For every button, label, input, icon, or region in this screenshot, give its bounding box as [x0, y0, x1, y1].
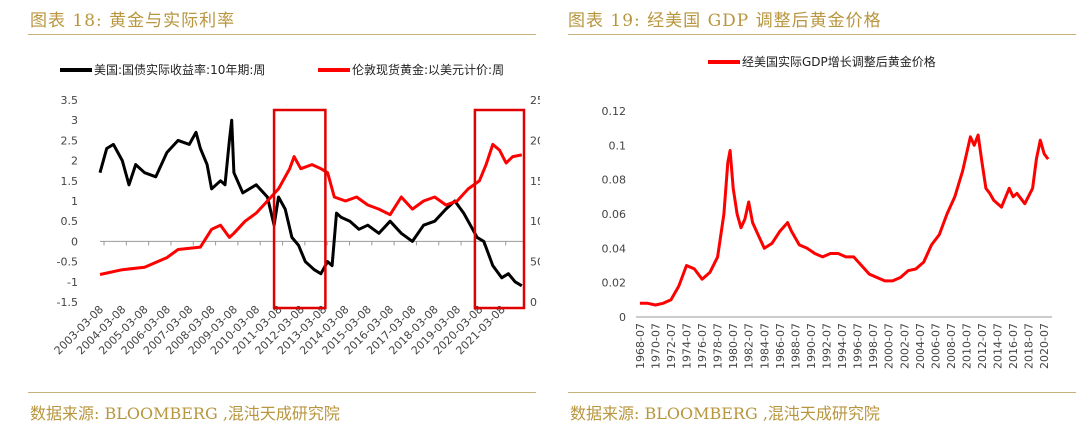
y-left-tick-label: 1.5 — [61, 175, 79, 188]
y-left-tick-label: 0 — [71, 235, 78, 248]
y-left-tick-label: 2.5 — [61, 134, 79, 147]
chart-title: 图表 18: 黄金与实际利率 — [30, 11, 236, 31]
highlight-box-1 — [272, 108, 327, 310]
y-left-tick-label: -1 — [67, 276, 78, 289]
x-tick-label: 1968-07 — [634, 323, 647, 369]
gdp-adjusted-gold-chart: 经美国实际GDP增长调整后黄金价格 0.12 0.1 0.08 0.06 0.04 0.02… — [602, 54, 1052, 369]
x-tick-label: 1978-07 — [712, 323, 725, 369]
left-panel: 图表 18: 黄金与实际利率 美国:国债实际收益率:10年期:周 伦敦现货黄金:以… — [28, 11, 540, 423]
y-right-tick-label: 150 — [530, 175, 540, 188]
legend-label-gold: 伦敦现货黄金:以美元计价:周 — [352, 62, 504, 77]
x-tick-label: 1986-07 — [774, 323, 787, 369]
x-tick-label: 1998-07 — [867, 323, 880, 369]
legend-label-real-yield: 美国:国债实际收益率:10年期:周 — [94, 62, 265, 77]
x-tick-label: 1994-07 — [836, 323, 849, 369]
x-tick-label: 1974-07 — [681, 323, 694, 369]
x-tick-label: 1976-07 — [696, 323, 709, 369]
x-tick-label: 2018-07 — [1023, 323, 1036, 369]
x-tick-label: 1982-07 — [743, 323, 756, 369]
y-tick-label: 0.08 — [602, 174, 627, 187]
x-tick-label: 1996-07 — [852, 323, 865, 369]
x-tick-label: 2008-07 — [945, 323, 958, 369]
y-tick-label: 0.02 — [602, 277, 627, 290]
y-left-tick-label: -0.5 — [57, 256, 78, 269]
title-divider — [568, 34, 1076, 35]
source-divider — [28, 392, 536, 393]
x-tick-label: 2000-07 — [883, 323, 896, 369]
y-tick-label: 0.04 — [602, 242, 627, 255]
y-right-tick-label: 50 — [530, 256, 540, 269]
series-line-gold-gdp — [639, 133, 1050, 307]
x-tick-label: 2010-07 — [960, 323, 973, 369]
x-tick-label: 1990-07 — [805, 323, 818, 369]
x-tick-label: 2004-07 — [914, 323, 927, 369]
right-panel: 图表 19: 经美国 GDP 调整后黄金价格 经美国实际GDP增长调整后黄金价格… — [540, 0, 1080, 430]
title-divider — [28, 34, 536, 35]
source-note: 数据来源: BLOOMBERG ,混沌天成研究院 — [570, 404, 880, 423]
x-tick-label: 2012-07 — [976, 323, 989, 369]
y-right-tick-label: 100 — [530, 215, 540, 228]
y-tick-label: 0.1 — [609, 139, 627, 152]
y-right-tick-label: 200 — [530, 134, 540, 147]
series-line-real-yield — [98, 118, 523, 288]
y-left-tick-label: 1 — [71, 195, 78, 208]
source-divider — [568, 392, 1076, 393]
highlight-box-2 — [473, 108, 526, 310]
x-tick-label: 1980-07 — [727, 323, 740, 369]
x-tick-label: 2020-07 — [1038, 323, 1051, 369]
source-note: 数据来源: BLOOMBERG ,混沌天成研究院 — [30, 404, 340, 423]
y-tick-label: 0.12 — [602, 105, 627, 118]
x-tick-label: 1992-07 — [821, 323, 834, 369]
gold-vs-real-rate-chart: 美国:国债实际收益率:10年期:周 伦敦现货黄金:以美元计价:周 3.5 3 2.5 2 1… — [52, 62, 540, 357]
legend-label-gold-gdp: 经美国实际GDP增长调整后黄金价格 — [742, 54, 936, 69]
x-tick-label: 1970-07 — [649, 323, 662, 369]
y-left-tick-label: 3.5 — [61, 94, 79, 107]
x-tick-label: 2006-07 — [929, 323, 942, 369]
x-tick-label: 2002-07 — [898, 323, 911, 369]
y-left-tick-label: 2 — [71, 155, 78, 168]
x-tick-label: 2014-07 — [992, 323, 1005, 369]
chart-title: 图表 19: 经美国 GDP 调整后黄金价格 — [568, 11, 882, 31]
x-tick-label: 2016-07 — [1007, 323, 1020, 369]
x-tick-label: 1972-07 — [665, 323, 678, 369]
y-tick-label: 0 — [619, 311, 626, 324]
y-right-tick-label: 0 — [530, 296, 537, 309]
y-left-tick-label: 0.5 — [61, 215, 79, 228]
y-left-tick-label: 3 — [71, 114, 78, 127]
y-right-tick-label: 250 — [530, 94, 540, 107]
x-tick-label: 1984-07 — [758, 323, 771, 369]
y-tick-label: 0.06 — [602, 208, 627, 221]
x-tick-label: 1988-07 — [789, 323, 802, 369]
y-left-tick-label: -1.5 — [57, 296, 78, 309]
